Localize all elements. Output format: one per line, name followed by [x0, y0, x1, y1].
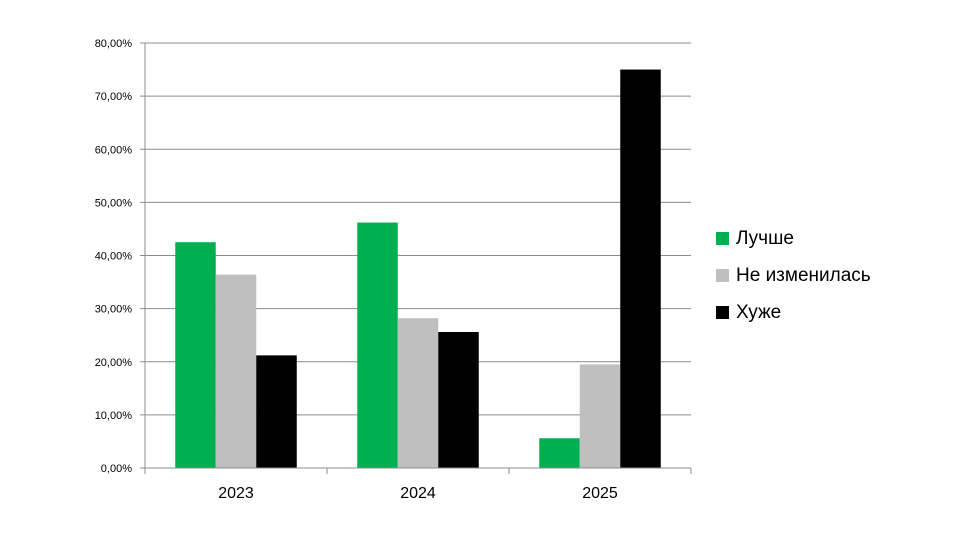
y-tick-label: 20,00% [95, 357, 133, 369]
legend-swatch [716, 306, 729, 319]
legend-swatch [716, 232, 729, 245]
bar-2025-2 [579, 364, 621, 468]
bar-2024-3 [438, 332, 479, 468]
y-tick-label: 40,00% [95, 251, 133, 263]
bar-2023-3 [256, 355, 297, 468]
legend-label: Не изменилась [736, 264, 871, 286]
y-tick-label: 50,00% [95, 197, 133, 209]
x-tick-label: 2024 [400, 485, 436, 502]
bar-2024-2 [397, 318, 439, 468]
bar-2025-3 [620, 69, 661, 468]
x-tick-label: 2025 [582, 485, 618, 502]
legend-label: Лучше [736, 227, 794, 249]
legend-label: Хуже [736, 301, 782, 323]
legend: Лучше Не изменилась Хуже [716, 220, 871, 331]
x-tick-label: 2023 [218, 485, 254, 502]
legend-item: Не изменилась [716, 257, 871, 294]
bars [175, 69, 661, 468]
bar-2024-1 [357, 222, 398, 468]
legend-swatch [716, 269, 729, 282]
y-tick-label: 60,00% [95, 144, 133, 156]
x-axis [144, 467, 692, 474]
y-tick-label: 70,00% [95, 91, 133, 103]
y-tick-label: 10,00% [95, 410, 133, 422]
y-axis-tick-labels: 0,00% 10,00% 20,00% 30,00% 40,00% 50,00% 60,00… [95, 38, 133, 475]
bar-2025-1 [539, 438, 580, 468]
legend-item: Хуже [716, 294, 871, 331]
y-tick-label: 0,00% [101, 463, 132, 475]
bar-2023-2 [215, 274, 257, 468]
y-tick-label: 80,00% [95, 38, 133, 50]
bar-2023-1 [175, 242, 216, 468]
x-axis-tick-labels: 2023 2024 2025 [218, 485, 618, 502]
y-tick-label: 30,00% [95, 304, 133, 316]
legend-item: Лучше [716, 220, 871, 257]
